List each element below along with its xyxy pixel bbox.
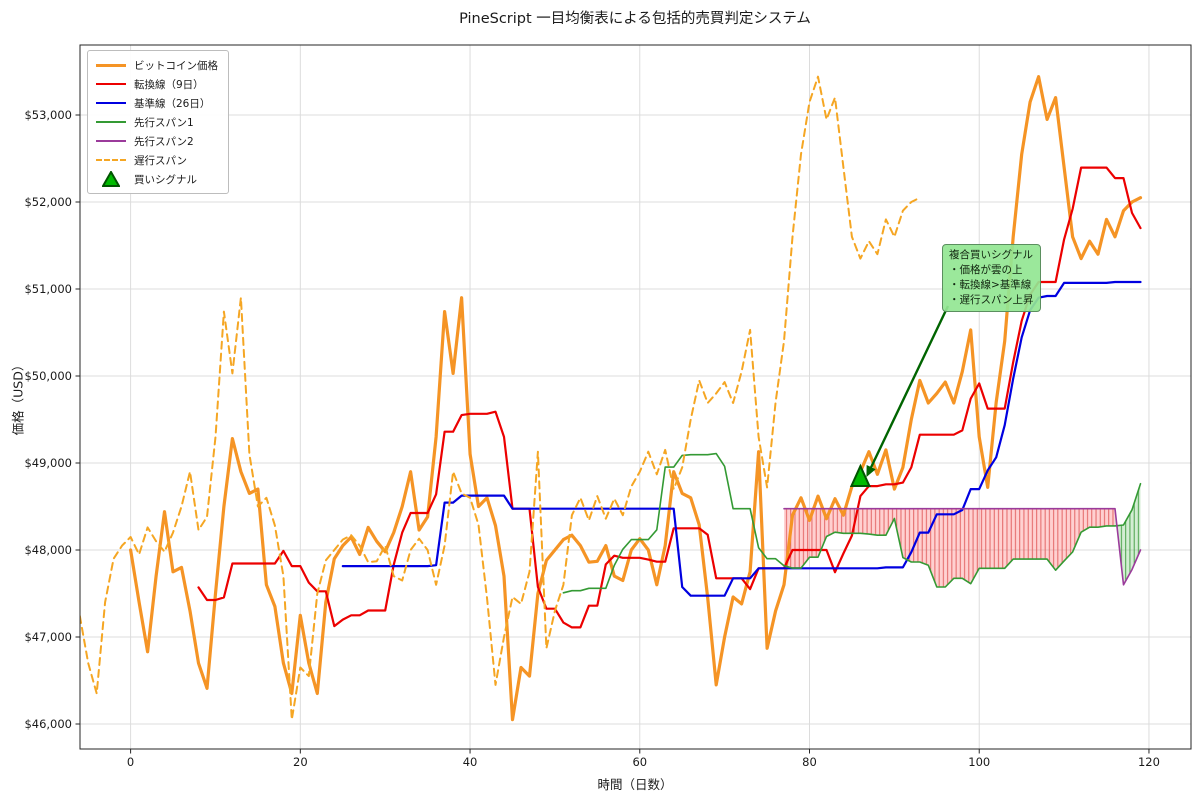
chikou-dashed-line-legend-swatch-icon — [96, 159, 126, 161]
price-line — [129, 75, 1143, 722]
x-tick-label: 60 — [632, 755, 647, 769]
buy-signal-triangle-legend-swatch-icon — [96, 171, 126, 187]
senkou-span2-line — [783, 507, 1142, 586]
y-tick-label: $46,000 — [24, 717, 72, 731]
x-tick-label: 120 — [1138, 755, 1160, 769]
y-tick-label: $48,000 — [24, 543, 72, 557]
legend-item-label: 買いシグナル — [134, 173, 197, 186]
legend-item-kijun: 基準線（26日） — [96, 95, 218, 111]
tenkan-line — [197, 166, 1142, 629]
kumo-cloud-fill — [784, 483, 1141, 587]
x-axis-label: 時間（日数） — [597, 777, 673, 792]
legend-item-label: 遅行スパン — [134, 154, 188, 167]
axis-ticks: $46,000 $47,000 $48,000 $49,000 $50,000 $51,0… — [24, 108, 1159, 769]
x-tick-label: 100 — [968, 755, 990, 769]
x-tick-label: 20 — [293, 755, 308, 769]
legend-item-buy-signal: 買いシグナル — [96, 171, 218, 187]
chart-legend: ビットコイン価格 転換線（9日） 基準線（26日） 先行スパン1 先行スパン2 … — [87, 50, 229, 194]
grid-lines — [80, 45, 1191, 749]
y-tick-label: $47,000 — [24, 630, 72, 644]
annotation-line: ・遅行スパン上昇 — [949, 294, 1034, 306]
buy-signal-annotation-box: 複合買いシグナル ・価格が雲の上 ・転換線>基準線 ・遅行スパン上昇 — [942, 244, 1041, 312]
legend-item-label: ビットコイン価格 — [134, 59, 218, 72]
annotation-arrow — [868, 305, 950, 471]
senkou-span2-legend-swatch-icon — [96, 140, 126, 142]
kijun-line-legend-swatch-icon — [96, 102, 126, 104]
plot-border — [79, 44, 1192, 750]
annotation-title: 複合買いシグナル — [949, 249, 1033, 261]
x-tick-label: 80 — [802, 755, 817, 769]
x-tick-label: 40 — [463, 755, 478, 769]
legend-item-span-a: 先行スパン1 — [96, 114, 218, 130]
y-tick-label: $50,000 — [24, 369, 72, 383]
legend-item-label: 基準線（26日） — [134, 97, 211, 110]
annotation-line: ・転換線>基準線 — [949, 279, 1032, 291]
y-tick-label: $52,000 — [24, 195, 72, 209]
y-tick-label: $53,000 — [24, 108, 72, 122]
legend-item-tenkan: 転換線（9日） — [96, 76, 218, 92]
price-line-legend-swatch-icon — [96, 63, 126, 67]
legend-item-price: ビットコイン価格 — [96, 57, 218, 73]
senkou-span1-legend-swatch-icon — [96, 121, 126, 123]
x-tick-label: 0 — [127, 755, 134, 769]
legend-item-span-b: 先行スパン2 — [96, 133, 218, 149]
legend-item-label: 先行スパン1 — [134, 116, 194, 129]
legend-item-chikou: 遅行スパン — [96, 152, 218, 168]
tenkan-line-legend-swatch-icon — [96, 83, 126, 85]
annotation-arrowhead-icon — [866, 464, 876, 478]
annotation-line: ・価格が雲の上 — [949, 264, 1023, 276]
y-tick-label: $51,000 — [24, 282, 72, 296]
legend-item-label: 転換線（9日） — [134, 78, 204, 91]
senkou-span1-line — [562, 452, 1142, 594]
page-title: PineScript 一目均衡表による包括的売買判定システム — [459, 11, 811, 27]
y-axis-label: 価格（USD） — [10, 358, 26, 436]
buy-signal-marker-icon — [849, 463, 871, 488]
kijun-line — [341, 280, 1142, 597]
legend-item-label: 先行スパン2 — [134, 135, 194, 148]
chikou-dashed-line — [80, 75, 921, 721]
y-tick-label: $49,000 — [24, 456, 72, 470]
